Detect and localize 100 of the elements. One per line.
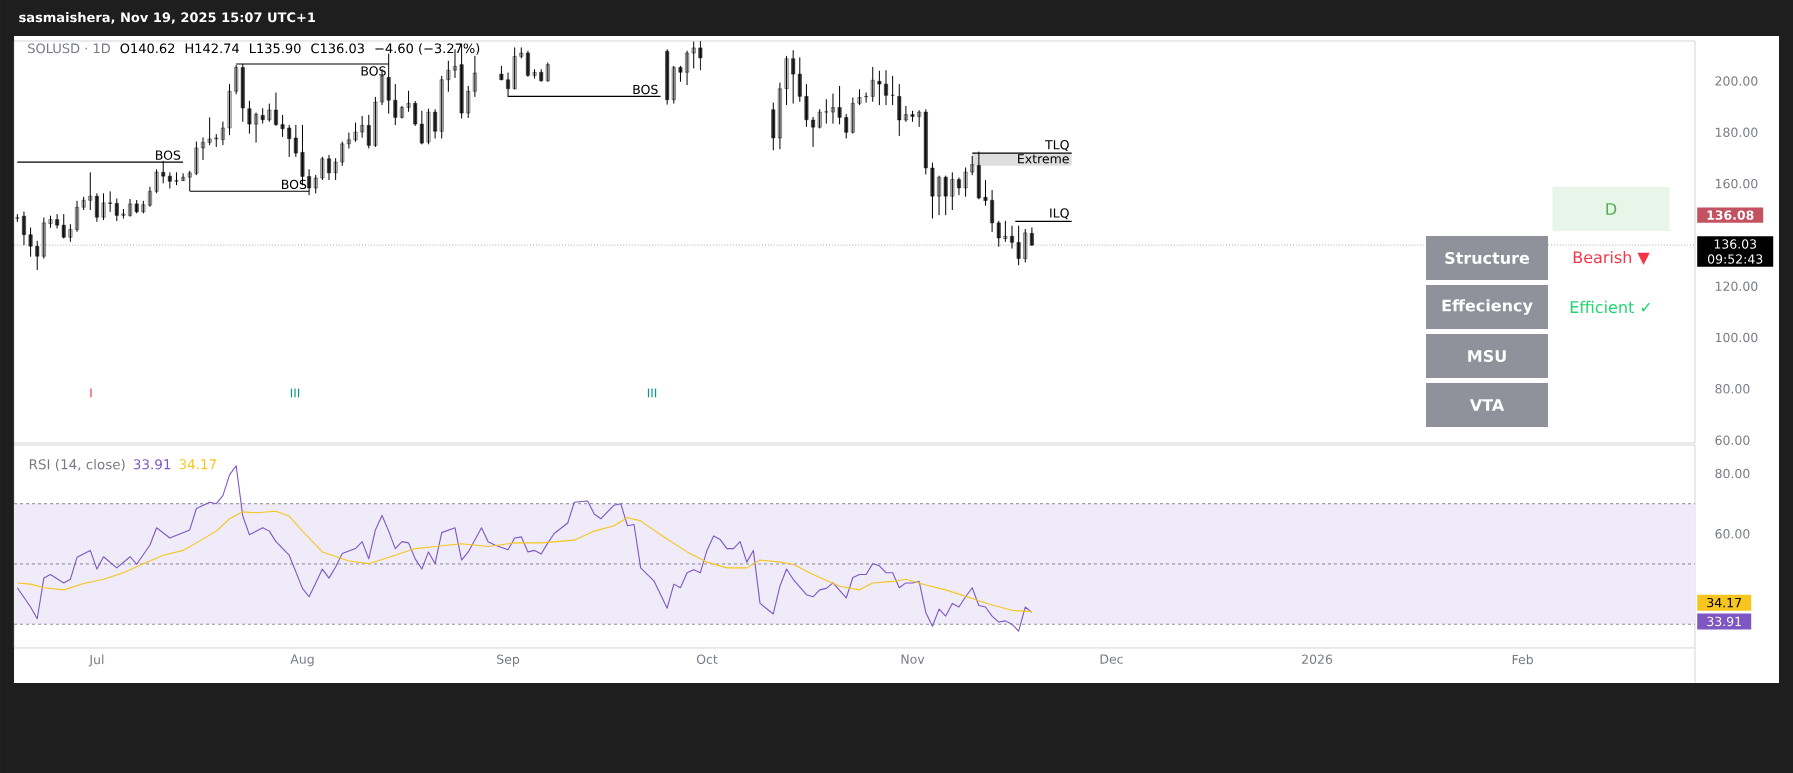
candlestick [824,99,829,124]
candlestick [28,227,33,257]
annotation: ILQ [1050,208,1069,220]
candlestick [499,65,504,81]
candlestick [930,162,935,219]
candlestick [784,55,789,106]
candlestick [910,110,915,122]
annotation: I [90,388,92,398]
line-series [16,510,1033,613]
x-tick-label: Jul [88,654,104,667]
candlestick [439,75,444,139]
candlestick [260,108,265,124]
y-tick-label: 180.00 [1715,127,1758,138]
candlestick [134,200,139,214]
candlestick [817,109,822,129]
candlestick [81,196,86,211]
annotation: Bearish ▼ [1573,250,1650,266]
text: 33.91 [1707,616,1741,627]
candlestick [837,85,842,125]
annotation: III [290,388,300,398]
y-tick-label: 60.00 [1715,435,1750,445]
candlestick [943,175,948,216]
annotation: 34.17 [179,459,216,470]
candlestick [340,141,345,166]
candlestick [698,40,703,71]
chart-title: SOLUSD · 1D [28,43,110,54]
text: sasmaishera, Nov 19, 2025 15:07 UTC+1 [19,12,316,24]
candlestick [48,215,53,228]
candlestick [1003,220,1008,242]
candlestick [532,69,537,79]
annotation: BOS [361,66,386,76]
annotation: D [1606,203,1617,215]
candlestick [267,103,272,122]
annotation: Effeciency [1442,299,1533,315]
candlestick [678,65,683,82]
candlestick [373,96,378,147]
candlestick [1016,225,1021,266]
y-tick-label: 60.00 [1715,529,1750,539]
candlestick [877,70,882,106]
candlestick [15,214,20,222]
y-tick-label: 160.00 [1715,178,1758,189]
candlestick [187,170,192,192]
candlestick [983,180,988,206]
candlestick [963,167,968,197]
candlestick [691,41,696,69]
x-tick-label: Feb [1512,654,1533,665]
candlestick [466,85,471,118]
text: RSI (14, close) [29,458,125,472]
x-tick-label: Dec [1100,654,1123,664]
y-tick-label: 120.00 [1715,281,1758,291]
candlestick [446,60,451,92]
candlestick [519,47,524,59]
candlestick [426,108,431,145]
x-tick-label: Sep [497,654,520,667]
candlestick [512,47,517,90]
candlestick [996,220,1001,247]
candlestick [897,84,902,136]
candlestick [101,193,106,221]
y-tick-label: 200.00 [1715,76,1758,86]
candlestick [68,224,73,242]
annotation: TLQ [1045,140,1069,151]
annotation: O140.62 [120,43,175,54]
annotation: L135.90 [250,43,301,54]
x-tick-label: 2026 [1302,654,1333,664]
y-tick-label: 80.00 [1715,468,1750,479]
candlestick [804,84,809,127]
candlestick [864,92,869,103]
x-tick-label: Oct [696,654,718,664]
text: 34.17 [1707,597,1742,608]
candlestick [247,100,252,134]
annotation: C136.03 [311,43,364,54]
candlestick [393,84,398,126]
candlestick [857,89,862,106]
text: 136.08 [1707,210,1754,220]
x-tick-label: Aug [290,654,314,667]
annotation: 33.91 [133,459,171,470]
candlestick [280,114,285,137]
annotation: BOS [156,150,181,160]
annotation: Extreme [1018,154,1069,164]
candlestick [227,84,232,136]
annotation: BOS [282,179,307,190]
y-tick-label: 100.00 [1715,332,1758,343]
annotation: III [647,388,657,398]
y-tick-label: 80.00 [1715,384,1750,394]
candlestick [214,134,219,147]
text: 09:52:43 [1707,254,1763,264]
candlestick [194,141,199,176]
candlestick [950,172,955,211]
candlestick [870,66,875,102]
candlestick [154,169,159,194]
candlestick [141,200,146,214]
ref-line-label: 136.03 [1714,239,1757,249]
candlestick [1023,229,1028,263]
candlestick [320,156,325,181]
candlestick [333,158,338,181]
candlestick [61,214,66,239]
x-tick-label: Nov [901,654,925,664]
candlestick [88,172,93,211]
candlestick [121,209,126,219]
candlestick [406,90,411,112]
